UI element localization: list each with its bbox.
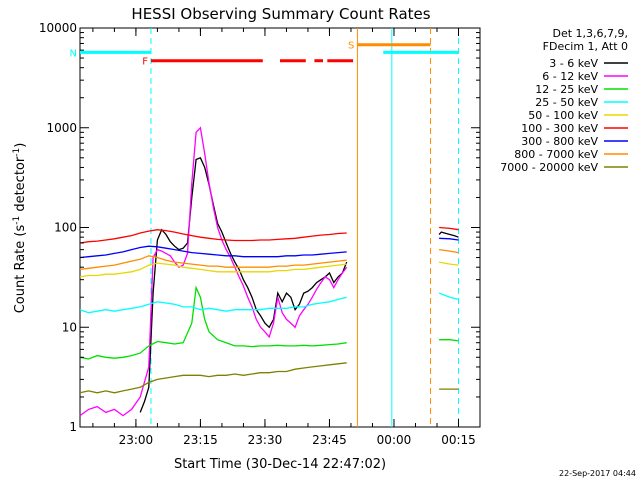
x-axis-label: Start Time (30-Dec-14 22:47:02) — [174, 457, 386, 472]
y-label-mid: detector — [13, 156, 28, 216]
x-tick-label-23-00: 23:00 — [119, 433, 154, 447]
series-12-25-kev-segment-1 — [79, 285, 347, 360]
series-100-300-kev-segment-2 — [439, 226, 459, 231]
x-axis-ticks: 23:00 23:15 23:30 23:45 00:00 00:15 — [92, 28, 481, 447]
series-25-50-kev-segment-2 — [438, 292, 459, 301]
y-tick-label-1000: 1000 — [46, 121, 77, 135]
series-300-800-kev-segment-2 — [439, 237, 459, 241]
y-tick-label-1: 1 — [69, 420, 77, 434]
y-tick-label-100: 100 — [54, 221, 77, 235]
footer-date: 22-Sep-2017 04:44 — [559, 469, 636, 478]
flag-bars: N F S — [70, 41, 459, 68]
legend-label-12-25-kev: 12 - 25 keV — [535, 83, 598, 96]
series-50-100-kev-segment-2 — [438, 261, 459, 266]
plot-frame — [79, 27, 481, 428]
flag-s-label: S — [348, 41, 354, 52]
x-tick-label-23-45: 23:45 — [312, 433, 347, 447]
flag-n-label: N — [70, 48, 77, 59]
series-100-300-kev-segment-1 — [79, 229, 347, 244]
x-tick-label-23-15: 23:15 — [183, 433, 218, 447]
series-300-800-kev-segment-1 — [79, 245, 347, 259]
y-label-sup2: -1 — [12, 148, 22, 157]
y-label-sup1: -1 — [12, 216, 22, 225]
legend-label-6-12-kev: 6 - 12 keV — [542, 70, 598, 83]
flag-f-label: F — [142, 57, 148, 68]
x-tick-label-00-00: 00:00 — [377, 433, 412, 447]
y-axis-ticks: 1 10 100 1000 10000 — [39, 21, 480, 434]
y-label-end: ) — [13, 143, 28, 148]
series-800-7000-kev-segment-2 — [439, 248, 459, 254]
chart-title: HESSI Observing Summary Count Rates — [131, 5, 430, 23]
series-800-7000-kev-segment-1 — [79, 255, 347, 271]
legend-label-800-7000-kev: 800 - 7000 keV — [514, 148, 598, 161]
series-12-25-kev-segment-2 — [439, 339, 459, 342]
legend-label-3-6-kev: 3 - 6 keV — [549, 57, 598, 70]
series-6-12-kev-segment-1 — [79, 126, 348, 417]
legend-label-50-100-kev: 50 - 100 keV — [528, 109, 598, 122]
series-layer — [79, 126, 459, 417]
x-tick-label-23-30: 23:30 — [248, 433, 283, 447]
legend: Det 1,3,6,7,9, FDecim 1, Att 0 3 - 6 keV… — [500, 27, 628, 174]
series-50-100-kev-segment-1 — [79, 262, 347, 278]
y-axis-label: Count Rate (s-1 detector-1) — [12, 143, 28, 314]
legend-label-100-300-kev: 100 - 300 keV — [521, 122, 598, 135]
series-7000-20000-kev-segment-1 — [79, 362, 347, 394]
legend-label-25-50-kev: 25 - 50 keV — [535, 96, 598, 109]
x-tick-label-00-15: 00:15 — [441, 433, 476, 447]
series-3-6-kev-segment-2 — [438, 231, 459, 238]
y-tick-label-10: 10 — [62, 320, 77, 334]
plot-area: N F S 1 10 100 1000 10000 23:00 23:15 23:30 23:45… — [39, 21, 481, 447]
series-25-50-kev-segment-1 — [79, 296, 347, 314]
vertical-markers — [150, 28, 459, 427]
y-label-main: Count Rate (s — [13, 225, 28, 314]
y-tick-label-10000: 10000 — [39, 21, 77, 35]
series-3-6-kev-segment-1 — [139, 156, 348, 413]
legend-header-line-2: FDecim 1, Att 0 — [543, 40, 628, 53]
legend-label-300-800-kev: 300 - 800 keV — [521, 135, 598, 148]
legend-label-7000-20000-kev: 7000 - 20000 keV — [500, 161, 598, 174]
legend-header-line-1: Det 1,3,6,7,9, — [552, 27, 628, 40]
